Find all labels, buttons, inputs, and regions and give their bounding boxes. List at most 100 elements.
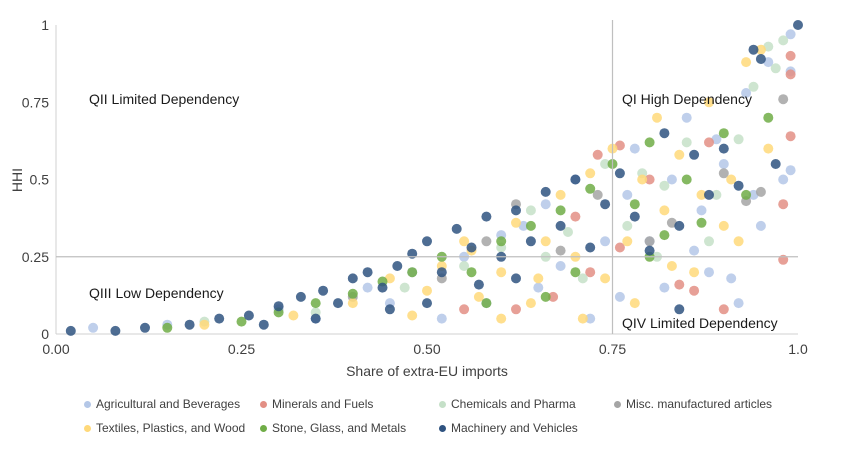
data-point xyxy=(540,186,551,197)
data-point xyxy=(466,267,477,278)
legend-marker-icon xyxy=(439,400,446,408)
data-point xyxy=(555,189,566,200)
data-point xyxy=(711,189,722,200)
data-point xyxy=(726,273,737,284)
data-point xyxy=(733,236,744,247)
data-point xyxy=(577,313,588,324)
data-point xyxy=(644,236,655,247)
legend-marker-icon xyxy=(260,400,267,408)
data-point xyxy=(525,205,536,216)
quadrant-label-q2: QII Limited Dependency xyxy=(89,91,239,107)
data-point xyxy=(681,174,692,185)
reference-lines xyxy=(56,20,798,334)
data-point xyxy=(585,313,596,324)
data-point xyxy=(555,205,566,216)
data-point xyxy=(726,174,737,185)
y-tick-label: 0.75 xyxy=(22,94,49,110)
legend-marker-icon xyxy=(84,400,91,408)
data-point xyxy=(793,20,803,30)
data-point xyxy=(741,88,752,98)
legend-label: Machinery and Vehicles xyxy=(451,421,578,435)
data-point xyxy=(347,273,358,284)
data-point xyxy=(295,291,306,302)
legend-item-agricultural: Agricultural and Beverages xyxy=(84,397,260,411)
data-point xyxy=(459,261,470,271)
data-point xyxy=(718,159,729,169)
y-tick-label: 0 xyxy=(41,326,49,342)
data-point xyxy=(785,50,796,61)
data-point xyxy=(666,174,677,185)
data-point xyxy=(451,223,462,234)
data-point xyxy=(718,304,729,315)
data-point xyxy=(770,159,781,169)
data-point xyxy=(199,319,210,330)
data-point xyxy=(733,298,744,309)
data-point xyxy=(600,273,611,284)
data-point xyxy=(273,301,284,312)
data-point xyxy=(525,236,536,247)
data-point xyxy=(511,273,521,284)
data-point xyxy=(785,165,796,176)
data-point xyxy=(570,211,581,222)
data-point xyxy=(689,267,700,278)
legend-label: Chemicals and Pharma xyxy=(451,397,576,411)
data-point xyxy=(696,217,707,228)
data-point xyxy=(496,236,507,247)
data-point xyxy=(614,242,625,253)
legend-item-stone: Stone, Glass, and Metals xyxy=(260,421,439,435)
data-point xyxy=(481,211,492,222)
data-point xyxy=(140,322,150,333)
data-point xyxy=(755,44,766,55)
data-point xyxy=(674,220,685,231)
data-point xyxy=(422,285,432,296)
data-point xyxy=(629,199,640,210)
data-point xyxy=(629,298,640,309)
data-point xyxy=(422,298,432,309)
y-tick-label: 0.25 xyxy=(22,249,49,265)
x-tick-label: 0.50 xyxy=(413,341,440,357)
data-point xyxy=(644,174,655,185)
data-point xyxy=(533,273,544,284)
data-point xyxy=(652,112,662,123)
data-point xyxy=(681,137,692,148)
data-point xyxy=(555,245,566,256)
data-point xyxy=(659,128,670,139)
data-point xyxy=(384,304,395,315)
legend-label: Agricultural and Beverages xyxy=(96,397,241,411)
data-point xyxy=(674,304,685,315)
data-point xyxy=(755,186,766,197)
data-point xyxy=(511,217,521,228)
data-point xyxy=(362,282,373,293)
quadrant-label-q3: QIII Low Dependency xyxy=(89,285,224,301)
data-point xyxy=(585,242,596,253)
data-point xyxy=(696,205,707,216)
legend-label: Textiles, Plastics, and Wood xyxy=(96,421,246,435)
data-point xyxy=(622,236,633,247)
data-point xyxy=(525,220,536,231)
data-point xyxy=(718,220,729,231)
data-point xyxy=(570,174,581,185)
legend-marker-icon xyxy=(260,424,267,432)
data-point xyxy=(236,316,247,327)
scatter-points xyxy=(65,20,803,336)
data-point xyxy=(748,44,759,55)
data-point xyxy=(473,291,484,302)
data-point xyxy=(540,199,551,210)
data-point xyxy=(614,168,625,179)
data-point xyxy=(511,304,521,315)
data-point xyxy=(585,183,596,194)
data-point xyxy=(258,319,269,330)
data-point xyxy=(496,313,507,324)
data-point xyxy=(614,291,625,302)
data-point xyxy=(778,94,789,105)
data-point xyxy=(674,279,685,290)
data-point xyxy=(481,298,492,309)
data-point xyxy=(659,180,670,191)
data-point xyxy=(436,313,447,324)
legend-marker-icon xyxy=(439,424,446,432)
data-point xyxy=(585,267,596,278)
data-point xyxy=(674,149,685,160)
y-axis-title: HHI xyxy=(9,168,25,192)
chart-legend: Agricultural and Beverages Minerals and … xyxy=(84,392,804,440)
data-point xyxy=(689,149,700,160)
